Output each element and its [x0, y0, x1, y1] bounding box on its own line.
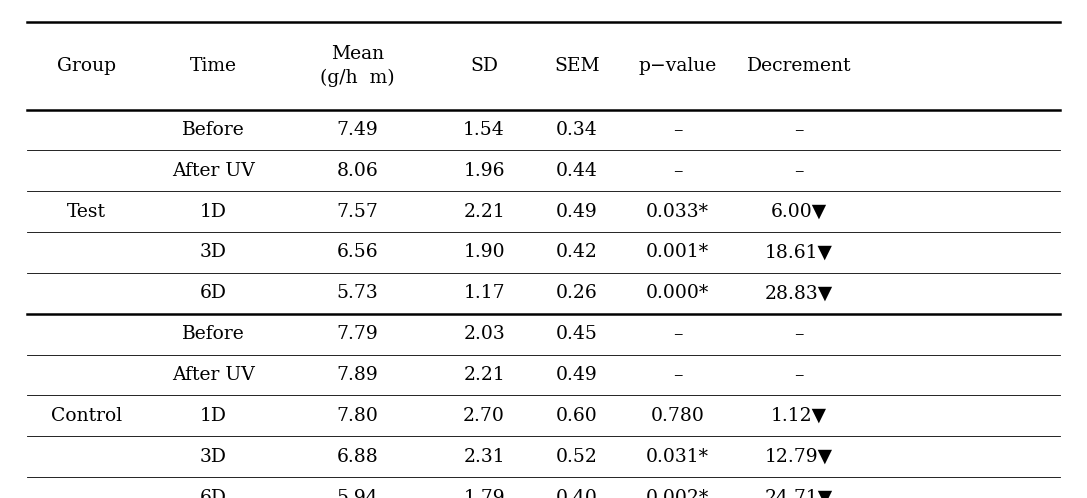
Text: 6D: 6D: [200, 284, 226, 302]
Text: 28.83▼: 28.83▼: [765, 284, 833, 302]
Text: p−value: p−value: [639, 57, 716, 75]
Text: 6.88: 6.88: [337, 448, 378, 466]
Text: 2.21: 2.21: [463, 203, 505, 221]
Text: 7.80: 7.80: [337, 407, 378, 425]
Text: 0.60: 0.60: [557, 407, 598, 425]
Text: 5.94: 5.94: [337, 489, 378, 498]
Text: 0.52: 0.52: [557, 448, 598, 466]
Text: –: –: [795, 162, 803, 180]
Text: 1.54: 1.54: [463, 121, 505, 139]
Text: 0.42: 0.42: [557, 244, 598, 261]
Text: 0.033*: 0.033*: [647, 203, 709, 221]
Text: 0.26: 0.26: [557, 284, 598, 302]
Text: Mean
(g/h  m): Mean (g/h m): [321, 45, 395, 87]
Text: 1.17: 1.17: [463, 284, 505, 302]
Text: –: –: [673, 121, 683, 139]
Text: –: –: [673, 325, 683, 343]
Text: 12.79▼: 12.79▼: [765, 448, 833, 466]
Text: 0.001*: 0.001*: [646, 244, 710, 261]
Text: 3D: 3D: [200, 448, 226, 466]
Text: 6.56: 6.56: [337, 244, 378, 261]
Text: Before: Before: [182, 325, 245, 343]
Text: 1D: 1D: [200, 407, 226, 425]
Text: –: –: [795, 366, 803, 384]
Text: 18.61▼: 18.61▼: [765, 244, 833, 261]
Text: 1.96: 1.96: [463, 162, 504, 180]
Text: Test: Test: [67, 203, 107, 221]
Text: Decrement: Decrement: [747, 57, 851, 75]
Text: 0.34: 0.34: [557, 121, 598, 139]
Text: SD: SD: [470, 57, 498, 75]
Text: –: –: [673, 366, 683, 384]
Text: Before: Before: [182, 121, 245, 139]
Text: 7.49: 7.49: [337, 121, 378, 139]
Text: 1D: 1D: [200, 203, 226, 221]
Text: Control: Control: [51, 407, 122, 425]
Text: –: –: [795, 121, 803, 139]
Text: 0.002*: 0.002*: [646, 489, 710, 498]
Text: 0.40: 0.40: [557, 489, 598, 498]
Text: SEM: SEM: [554, 57, 600, 75]
Text: After UV: After UV: [172, 366, 254, 384]
Text: –: –: [673, 162, 683, 180]
Text: 0.031*: 0.031*: [647, 448, 709, 466]
Text: Time: Time: [189, 57, 237, 75]
Text: 0.49: 0.49: [557, 203, 598, 221]
Text: 7.57: 7.57: [337, 203, 378, 221]
Text: 24.71▼: 24.71▼: [765, 489, 833, 498]
Text: 1.12▼: 1.12▼: [771, 407, 827, 425]
Text: 6D: 6D: [200, 489, 226, 498]
Text: 2.70: 2.70: [463, 407, 505, 425]
Text: 2.21: 2.21: [463, 366, 505, 384]
Text: 7.89: 7.89: [337, 366, 378, 384]
Text: 0.44: 0.44: [557, 162, 598, 180]
Text: Group: Group: [57, 57, 116, 75]
Text: 2.31: 2.31: [463, 448, 505, 466]
Text: 3D: 3D: [200, 244, 226, 261]
Text: 1.79: 1.79: [463, 489, 505, 498]
Text: 6.00▼: 6.00▼: [771, 203, 827, 221]
Text: 0.49: 0.49: [557, 366, 598, 384]
Text: 5.73: 5.73: [337, 284, 378, 302]
Text: 8.06: 8.06: [337, 162, 378, 180]
Text: 0.45: 0.45: [557, 325, 598, 343]
Text: After UV: After UV: [172, 162, 254, 180]
Text: 0.780: 0.780: [651, 407, 704, 425]
Text: 7.79: 7.79: [337, 325, 378, 343]
Text: 2.03: 2.03: [463, 325, 505, 343]
Text: –: –: [795, 325, 803, 343]
Text: 0.000*: 0.000*: [646, 284, 710, 302]
Text: 1.90: 1.90: [463, 244, 505, 261]
